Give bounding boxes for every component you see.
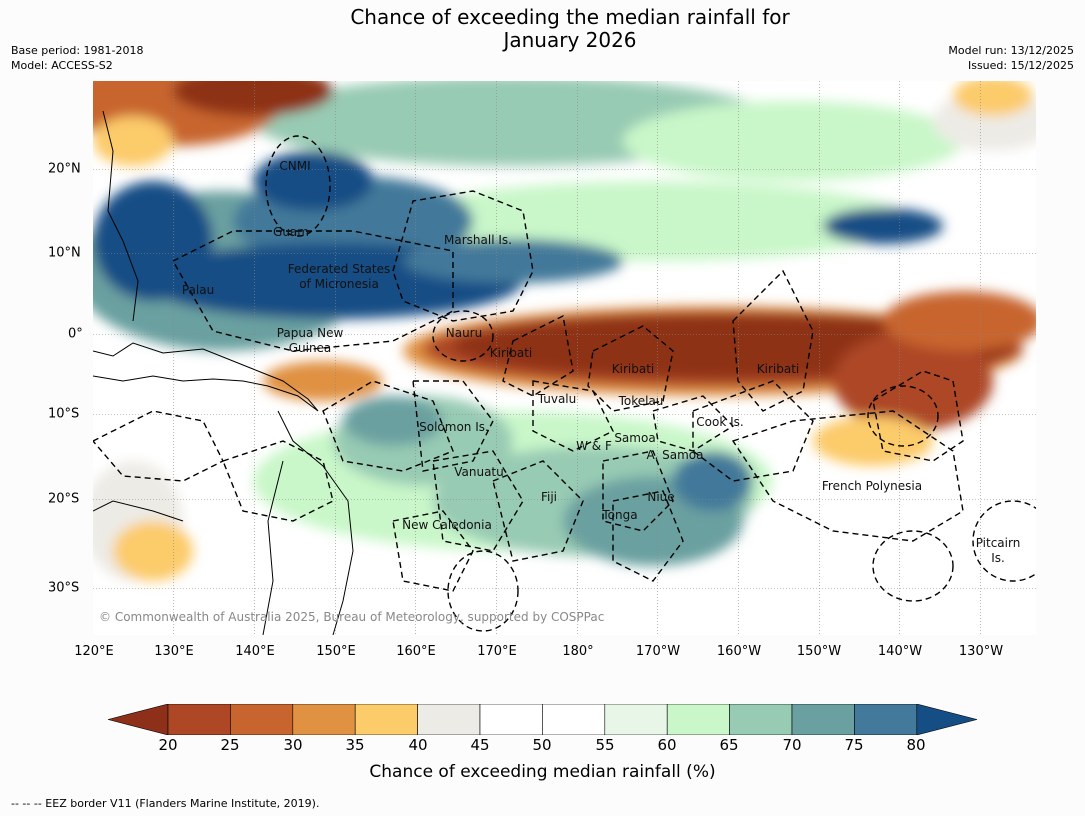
label-cook: Cook Is.: [696, 415, 743, 429]
colorbar-tick: 40: [408, 736, 428, 754]
title-line-1: Chance of exceeding the median rainfall …: [350, 5, 790, 29]
meta-left: Base period: 1981-2018 Model: ACCESS-S2: [11, 43, 143, 73]
lon-tick: 130°E: [154, 644, 194, 659]
lat-tick: 0°: [68, 326, 83, 342]
colorbar-segment: [292, 704, 356, 735]
label-pitcairn-2: Is.: [991, 551, 1005, 565]
colorbar-tick: 30: [283, 736, 303, 754]
label-vanuatu: Vanuatu: [454, 465, 504, 479]
colorbar-tick: 35: [345, 736, 365, 754]
colorbar-tick: 80: [906, 736, 926, 754]
colorbar-extend-low: [108, 704, 169, 735]
label-palau: Palau: [182, 283, 214, 297]
colorbar-segment: [167, 704, 231, 735]
label-marshall: Marshall Is.: [444, 233, 512, 247]
lon-tick: 160°W: [716, 644, 762, 659]
title-line-2: January 2026: [503, 28, 637, 52]
chart-title: Chance of exceeding the median rainfall …: [0, 6, 1085, 52]
lon-tick: 150°E: [316, 644, 356, 659]
issued-date: Issued: 15/12/2025: [967, 59, 1074, 72]
colorbar-segment: [417, 704, 481, 735]
lat-tick: 20°N: [48, 161, 81, 177]
label-nauru: Nauru: [446, 326, 482, 340]
model-name: Model: ACCESS-S2: [11, 59, 113, 72]
lon-tick: 140°E: [235, 644, 275, 659]
colorbar-segment: [542, 704, 606, 735]
colorbar-segment: [854, 704, 918, 735]
label-fsm-1: Federated States: [288, 262, 390, 276]
base-period: Base period: 1981-2018: [11, 44, 144, 57]
colorbar-tick: 25: [220, 736, 240, 754]
colorbar-extend-high: [916, 704, 978, 735]
label-french-polynesia: French Polynesia: [822, 479, 922, 493]
label-wf: W & F: [576, 439, 612, 453]
lon-tick: 140°W: [877, 644, 923, 659]
lon-tick: 130°W: [958, 644, 1004, 659]
colorbar-tick: 50: [532, 736, 552, 754]
copyright-text: © Commonwealth of Australia 2025, Bureau…: [99, 610, 604, 624]
coastlines: [93, 110, 354, 635]
label-png-1: Papua New: [277, 326, 344, 340]
lon-tick: 180°: [562, 644, 594, 659]
place-labels: CNMI Guam Marshall Is. Federated States …: [182, 159, 1020, 565]
label-samoa: Samoa: [614, 431, 655, 445]
label-asamoa: A. Samoa: [647, 448, 704, 462]
lat-tick: 30°S: [48, 580, 80, 596]
colorbar-title: Chance of exceeding median rainfall (%): [369, 762, 716, 782]
colorbar-segment: [479, 704, 543, 735]
colorbar-segment: [791, 704, 855, 735]
lon-tick: 170°E: [477, 644, 517, 659]
lat-tick: 10°S: [48, 406, 80, 422]
rainfall-map: CNMI Guam Marshall Is. Federated States …: [93, 81, 1036, 635]
label-kiribati-central: Kiribati: [612, 362, 654, 376]
lon-tick: 150°W: [796, 644, 842, 659]
colorbar-tick: 75: [844, 736, 864, 754]
label-new-caledonia: New Caledonia: [402, 518, 492, 532]
colorbar-segment: [354, 704, 418, 735]
lon-tick: 170°W: [635, 644, 681, 659]
label-kiribati-west: Kiribati: [490, 346, 532, 360]
colorbar-segment: [666, 704, 730, 735]
colorbar-tick: 70: [782, 736, 802, 754]
label-pitcairn-1: Pitcairn: [976, 536, 1021, 550]
colorbar-segment: [230, 704, 294, 735]
colorbar-tick: 65: [719, 736, 739, 754]
probability-shading: [93, 81, 1036, 581]
colorbar-tick: 45: [470, 736, 490, 754]
label-fsm-2: of Micronesia: [299, 277, 379, 291]
label-solomon: Solomon Is.: [419, 420, 489, 434]
colorbar-segment: [729, 704, 793, 735]
label-niue: Niue: [647, 490, 674, 504]
lon-tick: 160°E: [396, 644, 436, 659]
label-cnmi: CNMI: [279, 159, 310, 173]
colorbar-tick: 55: [595, 736, 615, 754]
lat-tick: 20°S: [48, 491, 80, 507]
lon-tick: 120°E: [74, 644, 114, 659]
eez-legend: -- -- -- EEZ border V11 (Flanders Marine…: [11, 797, 320, 810]
meta-right: Model run: 13/12/2025 Issued: 15/12/2025: [948, 43, 1074, 73]
label-kiribati-east: Kiribati: [757, 362, 799, 376]
label-png-2: Guinea: [289, 341, 332, 355]
label-tonga: Tonga: [601, 508, 637, 522]
model-run: Model run: 13/12/2025: [948, 44, 1074, 57]
label-tokelau: Tokelau: [618, 394, 664, 408]
lat-tick: 10°N: [48, 245, 81, 261]
label-tuvalu: Tuvalu: [537, 392, 577, 406]
label-guam: Guam: [273, 225, 309, 239]
eez-borders: [93, 135, 1036, 632]
colorbar-segment: [604, 704, 668, 735]
graticule: [93, 81, 1036, 635]
colorbar-tick: 60: [657, 736, 677, 754]
colorbar: [108, 704, 978, 735]
colorbar-tick: 20: [158, 736, 178, 754]
label-fiji: Fiji: [541, 490, 557, 504]
